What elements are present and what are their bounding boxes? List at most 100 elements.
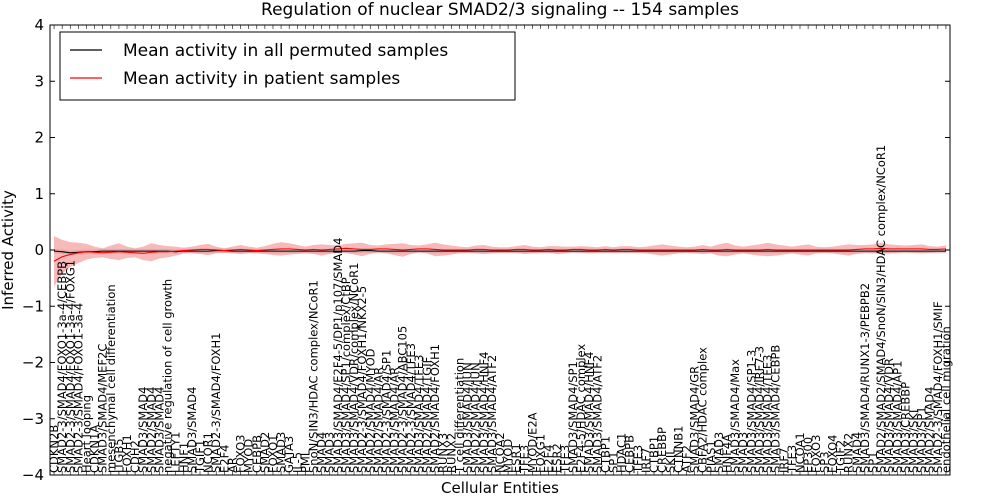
category-label: SMAD3/SMAD4: [152, 387, 166, 473]
lines-layer: [53, 247, 946, 262]
category-label: SMAD3/SMAD4/GR: [688, 366, 702, 473]
category-label: T cell differentiation: [452, 358, 466, 474]
category-label: CDKN1A: [88, 425, 102, 473]
category-label: SMAD3/SMAD4/RUNX1-3/PEBPB2: [858, 283, 872, 473]
category-label: SMAD3: [736, 432, 750, 473]
category-label: NCOR1: [201, 432, 215, 473]
y-tick-label: −2: [22, 354, 44, 372]
category-label: MYOD: [242, 439, 256, 473]
category-label: IRF7: [777, 448, 791, 473]
category-label: NCOA2: [493, 432, 507, 473]
category-label: PML: [298, 449, 312, 473]
category-label: SMAD3/SMAD4/VDR: [882, 358, 896, 473]
patient-band: [54, 235, 946, 287]
y-tick-label: 4: [34, 16, 44, 34]
category-label: CEBPB: [250, 435, 264, 473]
category-label: SMAD3/SMAD4/HNF4: [582, 352, 596, 473]
category-label: SP1: [607, 451, 621, 473]
category-label: SMAD2/SMAD4: [144, 387, 158, 473]
category-label: SMAD3/SMAD4/JUN: [461, 362, 475, 473]
category-label: TFE3: [785, 445, 799, 474]
bands-layer: [54, 235, 946, 287]
category-label: CTNNB1: [671, 426, 685, 473]
category-label: GATA3: [282, 436, 296, 473]
category-label: SMAD3/SMAD4/HNF4: [477, 352, 491, 473]
category-label: SMAD2-3/SMAD4/FOXH1: [209, 332, 223, 473]
category-label: SMAD2: [258, 432, 272, 473]
category-label: SP3: [817, 451, 831, 473]
category-label: MYOD/E2A: [525, 412, 539, 473]
category-label: SMAD2/SMAD4/TGIF: [420, 357, 434, 473]
category-label: SMAD2/SMAD4/MYOD: [363, 348, 377, 473]
category-label: CEBPB: [623, 435, 637, 473]
chart-title: Regulation of nuclear SMAD2/3 signaling …: [261, 0, 739, 20]
category-label: SMAD3: [712, 432, 726, 473]
category-label: SMAD3/SMAD4/SP1/complex/CtBP: [339, 277, 353, 473]
category-label: SMAD3/SP1: [915, 406, 929, 473]
category-label: FOXG1: [534, 434, 548, 473]
category-label: FOXO3: [234, 435, 248, 473]
category-label: SMAD2/SMAD4/FOXH1: [428, 344, 442, 473]
y-tick-label: 3: [34, 72, 44, 90]
category-label: SMAD2-3/SMAD4/SP1: [379, 350, 393, 473]
category-label: EP300: [801, 437, 815, 473]
category-label: ESR2: [550, 443, 564, 473]
category-label: FOXO1: [266, 435, 280, 473]
legend-label: Mean activity in all permuted samples: [123, 41, 448, 61]
category-label: SMAD3/SMAD4/TFE3: [412, 354, 426, 473]
category-label: SMAD2-3/SMAD4/ABC105: [396, 326, 410, 473]
category-label: SMAD2-3/SMAD4/FOXH1/SMIF: [931, 301, 945, 473]
category-label: SMAD2-3/SMAD4/FOXO1-3a-4/FOXG1: [63, 260, 77, 473]
x-axis-label: Cellular Entities: [441, 479, 559, 497]
category-label: SMAD2-3/SMAD4/FOXH1/NKX2-5: [355, 286, 369, 473]
category-label: ATF2: [679, 445, 693, 473]
category-label: TGIF1: [193, 440, 207, 474]
category-label: E2F4: [217, 444, 231, 473]
category-label: SMAD2-3/SMAD4/TFE3: [404, 343, 418, 473]
category-label: FOXO3: [809, 435, 823, 473]
category-label: SMAD3/SMAD4/AP1: [890, 361, 904, 473]
category-label: RUNX2: [444, 433, 458, 473]
category-label: SMAD2/SMAD4/JUN: [469, 362, 483, 473]
category-label: SMAD3/SMAD4/CEBPB: [769, 345, 783, 473]
category-label: SMAD3/SMAD4/VDR/complex/NCoR1: [347, 263, 361, 473]
patient-mean-line: [53, 247, 946, 262]
category-label: SnoN/SIN3/HDAC complex/NCoR1: [307, 280, 321, 473]
category-label: RUNX3: [436, 433, 450, 473]
category-label: negative regulation of cell growth: [161, 279, 175, 473]
category-label: FOXO4: [825, 435, 839, 473]
category-label: SMAD4: [850, 432, 864, 473]
category-label: SMAD3/SKI: [907, 410, 921, 473]
category-label: CTBP1: [598, 436, 612, 473]
category-label: SMAD3/SMAD4: [185, 387, 199, 473]
y-tick-label: 1: [34, 185, 44, 203]
category-label: IRF7: [639, 448, 653, 473]
category-label: HDAC1: [615, 433, 629, 473]
category-label: CTBP1: [647, 436, 661, 473]
legend: Mean activity in all permuted samples Mea…: [59, 31, 516, 101]
category-label: ITGB5: [112, 438, 126, 473]
category-label: FOXH1: [120, 434, 134, 473]
category-label: CBFA2/HDAC complex: [696, 347, 710, 473]
category-label: SMAD3/SMAD4/IRF7-3: [752, 346, 766, 473]
category-label: SKIL: [663, 448, 677, 473]
axes: −4 −3 −2 −1 0 1 2 3 4: [22, 16, 951, 484]
category-label: SMAD3/SMAD4/SP1: [566, 361, 580, 473]
permuted-mean-line: [54, 250, 946, 254]
category-label: TFE3: [517, 445, 531, 474]
category-label: endothelial cell migration: [939, 326, 953, 473]
category-label: SP1: [866, 451, 880, 473]
y-tick-label: 2: [34, 129, 44, 147]
category-label: E2F4-5/HDAC complex: [574, 344, 588, 473]
category-label: CDKN2B: [47, 425, 61, 473]
legend-label: Mean activity in patient samples: [123, 69, 400, 89]
category-label: SMAD3/SMAD4/ATF2: [485, 355, 499, 473]
category-label: SMAD2/SMAD2/SMAD4/SnoN/SIN3/HDAC complex…: [874, 145, 888, 473]
category-label: SMAD3/SMAD4/AR: [388, 367, 402, 473]
category-label: SMAD3/CREBBP: [898, 382, 912, 473]
category-label: TGIF2: [834, 440, 848, 474]
y-tick-label: −4: [22, 466, 44, 484]
category-label: SMAD2/SMAD4: [923, 387, 937, 473]
category-label: HNF4A: [720, 434, 734, 473]
